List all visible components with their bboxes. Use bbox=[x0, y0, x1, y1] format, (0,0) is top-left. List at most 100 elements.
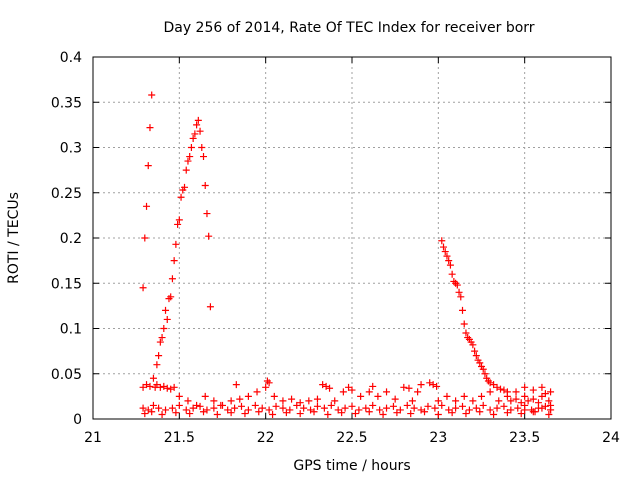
data-point bbox=[469, 397, 477, 405]
data-point bbox=[184, 157, 192, 165]
data-point bbox=[431, 404, 439, 412]
data-point bbox=[165, 295, 173, 303]
data-point bbox=[203, 406, 211, 414]
data-point bbox=[162, 306, 170, 314]
data-point bbox=[365, 408, 373, 416]
data-point bbox=[429, 381, 437, 389]
data-point bbox=[459, 306, 467, 314]
data-point bbox=[144, 406, 152, 414]
data-point bbox=[191, 130, 199, 138]
y-tick-label: 0.05 bbox=[51, 367, 82, 383]
data-point bbox=[148, 91, 156, 99]
data-point bbox=[528, 406, 536, 414]
data-point bbox=[236, 395, 244, 403]
data-point bbox=[196, 127, 204, 135]
data-point bbox=[158, 334, 166, 342]
data-point bbox=[348, 402, 356, 410]
data-point bbox=[175, 401, 183, 409]
data-point bbox=[313, 402, 321, 410]
data-point bbox=[146, 382, 154, 390]
data-point bbox=[170, 383, 178, 391]
data-point bbox=[279, 397, 287, 405]
data-point bbox=[417, 381, 425, 389]
data-point bbox=[177, 193, 185, 201]
data-point bbox=[174, 220, 182, 228]
data-point bbox=[170, 257, 178, 265]
data-point bbox=[143, 202, 151, 210]
data-point bbox=[196, 402, 204, 410]
data-point bbox=[237, 402, 245, 410]
data-point bbox=[486, 379, 494, 387]
x-tick-label: 21.5 bbox=[164, 430, 195, 446]
data-point bbox=[443, 252, 451, 260]
data-point bbox=[503, 392, 511, 400]
data-point bbox=[153, 361, 161, 369]
data-point bbox=[478, 392, 485, 400]
data-point bbox=[445, 257, 453, 265]
data-point bbox=[272, 402, 280, 410]
data-point bbox=[503, 409, 511, 417]
data-point bbox=[538, 383, 546, 391]
data-point bbox=[320, 404, 328, 412]
data-point bbox=[348, 386, 356, 394]
data-point bbox=[206, 303, 214, 311]
data-point bbox=[512, 388, 520, 396]
data-point bbox=[460, 320, 468, 328]
data-point bbox=[393, 409, 401, 417]
data-point bbox=[438, 401, 446, 409]
data-point bbox=[296, 410, 304, 418]
data-point bbox=[184, 397, 192, 405]
data-point bbox=[258, 404, 266, 412]
data-point bbox=[351, 410, 359, 418]
data-point bbox=[205, 232, 213, 240]
data-point bbox=[327, 401, 335, 409]
data-point bbox=[217, 401, 225, 409]
data-point bbox=[500, 402, 508, 410]
data-point bbox=[408, 397, 416, 405]
data-point bbox=[391, 395, 399, 403]
data-point bbox=[469, 341, 477, 349]
data-point bbox=[307, 406, 315, 414]
data-point bbox=[538, 404, 546, 412]
data-point bbox=[486, 406, 494, 414]
data-point bbox=[452, 279, 460, 287]
data-point bbox=[486, 388, 494, 396]
data-point bbox=[338, 409, 346, 417]
data-point bbox=[193, 121, 201, 129]
data-point bbox=[201, 392, 209, 400]
x-tick-label: 23 bbox=[429, 430, 447, 446]
data-point bbox=[452, 404, 460, 412]
data-point bbox=[186, 153, 194, 161]
data-point bbox=[455, 288, 463, 296]
y-tick-label: 0.1 bbox=[60, 322, 82, 338]
data-point bbox=[462, 410, 470, 418]
data-point bbox=[300, 404, 308, 412]
data-point bbox=[201, 182, 209, 190]
data-point bbox=[265, 406, 273, 414]
data-point bbox=[424, 402, 432, 410]
data-point bbox=[282, 409, 290, 417]
data-point bbox=[167, 385, 175, 393]
data-point bbox=[495, 397, 503, 405]
data-point bbox=[434, 410, 442, 418]
plot-frame bbox=[92, 56, 612, 420]
data-point bbox=[279, 404, 287, 412]
data-point bbox=[417, 406, 425, 414]
data-point bbox=[263, 377, 271, 385]
data-point bbox=[374, 392, 382, 400]
data-point bbox=[213, 410, 221, 418]
data-point bbox=[521, 406, 529, 414]
data-point bbox=[405, 384, 413, 392]
data-point bbox=[227, 397, 235, 405]
data-point bbox=[324, 410, 332, 418]
x-axis-tick-labels: 21 21.5 22 22.5 23 23.5 24 bbox=[84, 430, 620, 446]
data-point bbox=[479, 401, 487, 409]
data-point bbox=[232, 381, 240, 389]
data-point bbox=[410, 404, 418, 412]
data-point bbox=[270, 392, 278, 400]
data-point bbox=[365, 388, 373, 396]
data-point bbox=[149, 401, 157, 409]
data-point bbox=[156, 383, 164, 391]
data-point bbox=[210, 404, 218, 412]
